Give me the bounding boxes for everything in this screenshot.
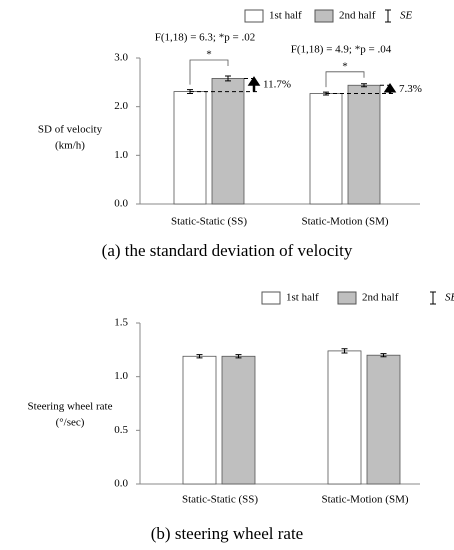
y-tick-label: 1.0 (114, 149, 128, 161)
y-tick-label: 1.5 (114, 317, 128, 329)
bar (366, 354, 401, 485)
error-bar (235, 354, 242, 359)
y-tick-label: 0.0 (114, 198, 128, 210)
y-axis-label: SD of velocity (38, 124, 103, 136)
legend-label: 2nd half (339, 10, 376, 22)
error-bar (196, 354, 203, 359)
annotation-stat: F(1,18) = 4.9; *p = .04 (291, 43, 392, 55)
bar (347, 84, 381, 205)
error-bar (380, 353, 387, 358)
y-tick-label: 0.0 (114, 478, 128, 490)
y-tick-label: 0.5 (114, 424, 128, 436)
significance-bracket (189, 59, 229, 85)
bar (327, 350, 362, 485)
legend-label: SE (445, 292, 454, 304)
y-axis-label: (km/h) (55, 140, 85, 152)
x-tick-label: Static-Motion (SM) (301, 216, 388, 228)
legend-label: 2nd half (362, 292, 399, 304)
y-axis-label: Steering wheel rate (28, 401, 113, 413)
legend-error-icon (430, 291, 436, 305)
x-tick-label: Static-Motion (SM) (321, 494, 408, 506)
annotation-star: * (206, 49, 212, 61)
annotation-star: * (342, 60, 348, 72)
x-tick-label: Static-Static (SS) (182, 494, 258, 506)
legend-swatch (244, 9, 264, 23)
legend-error-icon (385, 9, 391, 23)
error-bar (225, 75, 231, 82)
legend-label: 1st half (286, 292, 319, 304)
legend-label: SE (400, 10, 413, 22)
y-axis-label: (°/sec) (56, 417, 85, 429)
legend-label: 1st half (269, 10, 302, 22)
error-bar (361, 83, 367, 88)
bar (182, 355, 217, 485)
bar (221, 355, 256, 485)
legend-swatch (337, 291, 357, 305)
caption: (a) the standard deviation of velocity (102, 241, 353, 260)
annotation-stat: F(1,18) = 6.3; *p = .02 (155, 32, 255, 44)
legend-swatch (314, 9, 334, 23)
annotation-change: 11.7% (263, 79, 291, 91)
change-arrow (247, 76, 261, 92)
caption: (b) steering wheel rate (151, 524, 303, 543)
significance-bracket (325, 71, 365, 88)
y-tick-label: 1.0 (114, 370, 128, 382)
error-bar (341, 348, 348, 354)
legend-swatch (261, 291, 281, 305)
bar (211, 78, 245, 205)
bar (309, 93, 343, 205)
change-arrow (383, 82, 397, 94)
y-tick-label: 2.0 (114, 100, 128, 112)
bar (173, 91, 207, 205)
y-tick-label: 3.0 (114, 52, 128, 64)
annotation-change: 7.3% (399, 83, 422, 95)
x-tick-label: Static-Static (SS) (171, 216, 247, 228)
